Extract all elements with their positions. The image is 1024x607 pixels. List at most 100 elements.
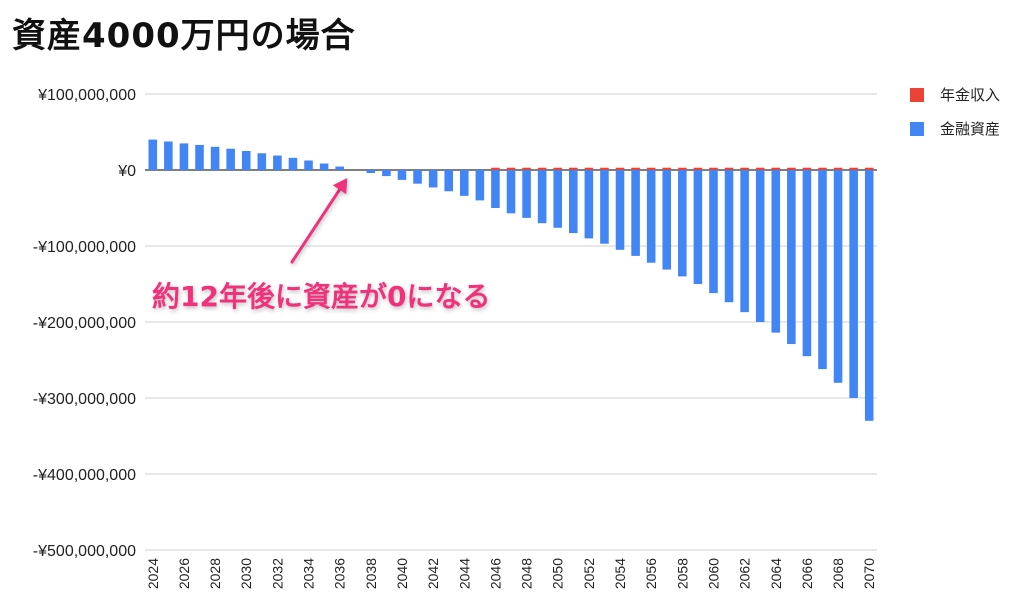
x-tick-label: 2066: [799, 558, 815, 589]
bar-asset: [693, 170, 703, 284]
x-tick-label: 2048: [519, 558, 535, 589]
bar-asset: [802, 170, 812, 357]
bar-pension: [537, 167, 547, 170]
bar-asset: [491, 170, 500, 208]
bar-asset: [833, 170, 843, 383]
bar-asset: [740, 170, 749, 313]
bar-pension: [600, 167, 609, 170]
bar-asset: [335, 166, 344, 170]
x-tick-label: 2044: [456, 558, 472, 589]
bar-asset: [428, 170, 438, 188]
bar-pension: [802, 167, 812, 170]
bar-asset: [864, 170, 874, 421]
bar-asset: [148, 139, 158, 170]
bar-asset: [475, 170, 485, 201]
x-tick-label: 2058: [674, 558, 690, 589]
bar-asset: [506, 170, 516, 214]
bar-pension: [522, 167, 531, 170]
bar-pension: [678, 167, 687, 170]
y-tick-label: -¥500,000,000: [33, 543, 136, 560]
bar-asset: [382, 170, 391, 177]
bar-asset: [724, 170, 734, 303]
bar-pension: [506, 167, 516, 170]
bar-pension: [771, 167, 781, 170]
x-tick-label: 2030: [238, 558, 254, 589]
bar-asset: [646, 170, 656, 263]
legend-label: 年金収入: [940, 86, 1000, 104]
bar-asset: [288, 157, 298, 170]
bar-pension: [833, 167, 843, 170]
annotation-text: 約12年後に資産が0になる: [152, 280, 490, 313]
x-tick-label: 2040: [394, 558, 410, 589]
bar-asset: [257, 153, 267, 170]
bar-asset: [444, 170, 453, 192]
bar-asset: [537, 170, 547, 224]
bar-asset: [459, 170, 469, 196]
bar-pension: [553, 167, 563, 170]
bar-asset: [678, 170, 687, 277]
bar-pension: [849, 167, 858, 170]
x-tick-label: 2070: [861, 558, 877, 589]
y-tick-label: -¥100,000,000: [33, 239, 136, 256]
bar-asset: [584, 170, 594, 239]
bar-asset: [522, 170, 531, 218]
bar-asset: [273, 155, 282, 170]
chart-title: 資産4000万円の場合: [12, 16, 356, 56]
bar-pension: [569, 167, 578, 170]
x-tick-label: 2042: [425, 558, 441, 589]
bar-asset: [615, 170, 625, 250]
legend-label: 金融資産: [940, 120, 1000, 138]
bar-asset: [818, 170, 827, 370]
bar-asset: [397, 170, 407, 180]
bar-asset: [366, 170, 376, 174]
bar-pension: [818, 167, 827, 170]
bar-asset: [226, 148, 235, 170]
bar-pension: [491, 167, 500, 170]
bar-asset: [849, 170, 858, 398]
x-tick-label: 2024: [145, 558, 161, 589]
bar-asset: [771, 170, 781, 333]
bar-asset: [319, 163, 329, 170]
x-tick-label: 2062: [737, 558, 753, 589]
y-tick-label: -¥300,000,000: [33, 391, 136, 408]
bar-pension: [709, 167, 718, 170]
x-tick-label: 2036: [332, 558, 348, 589]
x-tick-label: 2068: [830, 558, 846, 589]
bar-asset: [553, 170, 563, 228]
bar-asset: [709, 170, 718, 294]
bar-pension: [693, 167, 703, 170]
legend-swatch: [910, 88, 924, 102]
legend-swatch: [910, 122, 924, 136]
x-tick-label: 2038: [363, 558, 379, 589]
bar-asset: [210, 146, 220, 170]
y-tick-label: -¥200,000,000: [33, 315, 136, 332]
bar-pension: [740, 167, 749, 170]
bar-asset: [631, 170, 640, 256]
bar-asset: [304, 160, 313, 170]
bar-pension: [724, 167, 734, 170]
annotation-arrow: [290, 188, 342, 264]
bar-pension: [646, 167, 656, 170]
bar-pension: [615, 167, 625, 170]
bar-asset: [164, 141, 173, 170]
bar-asset: [241, 151, 251, 170]
bar-asset: [413, 170, 422, 184]
annotation-arrowhead: [332, 178, 348, 195]
bar-pension: [864, 167, 874, 170]
x-tick-label: 2026: [176, 558, 192, 589]
x-tick-label: 2046: [487, 558, 503, 589]
x-tick-label: 2054: [612, 558, 628, 589]
bar-asset: [195, 144, 204, 170]
bar-pension: [631, 167, 640, 170]
bar-asset: [662, 170, 672, 270]
bar-asset: [600, 170, 609, 244]
x-tick-label: 2052: [581, 558, 597, 589]
bar-pension: [584, 167, 594, 170]
x-tick-label: 2032: [269, 558, 285, 589]
x-tick-label: 2028: [207, 558, 223, 589]
bar-asset: [569, 170, 578, 234]
bar-asset: [787, 170, 796, 345]
y-tick-label: -¥400,000,000: [33, 467, 136, 484]
x-tick-label: 2064: [768, 558, 784, 589]
